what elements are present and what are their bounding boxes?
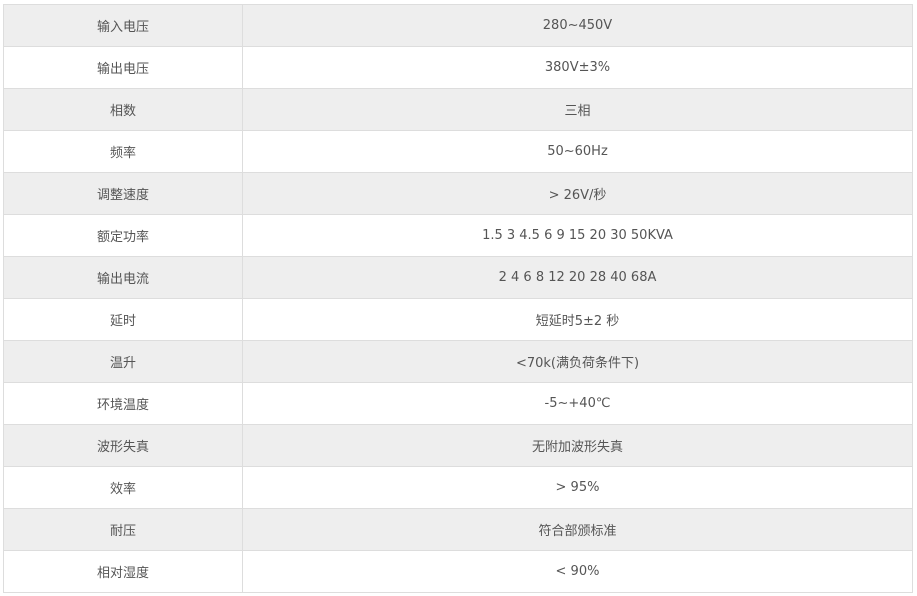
table-row: 延时 短延时5±2 秒	[3, 298, 913, 341]
table-row: 输入电压 280~450V	[3, 4, 913, 47]
table-row: 耐压 符合部颁标准	[3, 508, 913, 551]
spec-label: 环境温度	[3, 382, 243, 425]
spec-label: 输出电压	[3, 46, 243, 89]
spec-value: 280~450V	[242, 4, 913, 47]
spec-table: 输入电压 280~450V 输出电压 380V±3% 相数 三相 频率 50~60Hz 调整速度…	[3, 4, 913, 593]
spec-value: > 95%	[242, 466, 913, 509]
spec-value: 2 4 6 8 12 20 28 40 68A	[242, 256, 913, 299]
spec-table-body: 输入电压 280~450V 输出电压 380V±3% 相数 三相 频率 50~60Hz 调整速度…	[3, 4, 913, 593]
spec-value: < 90%	[242, 550, 913, 593]
table-row: 相对湿度 < 90%	[3, 550, 913, 593]
spec-label: 相数	[3, 88, 243, 131]
spec-label: 延时	[3, 298, 243, 341]
spec-label: 调整速度	[3, 172, 243, 215]
table-row: 输出电流 2 4 6 8 12 20 28 40 68A	[3, 256, 913, 299]
table-row: 额定功率 1.5 3 4.5 6 9 15 20 30 50KVA	[3, 214, 913, 257]
spec-label: 频率	[3, 130, 243, 173]
spec-value: 三相	[242, 88, 913, 131]
spec-label: 输入电压	[3, 4, 243, 47]
spec-value: 380V±3%	[242, 46, 913, 89]
table-row: 输出电压 380V±3%	[3, 46, 913, 89]
spec-label: 温升	[3, 340, 243, 383]
spec-label: 波形失真	[3, 424, 243, 467]
table-row: 波形失真 无附加波形失真	[3, 424, 913, 467]
spec-label: 相对湿度	[3, 550, 243, 593]
spec-label: 耐压	[3, 508, 243, 551]
spec-value: -5~+40℃	[242, 382, 913, 425]
table-row: 效率 > 95%	[3, 466, 913, 509]
spec-label: 输出电流	[3, 256, 243, 299]
spec-value: 短延时5±2 秒	[242, 298, 913, 341]
spec-value: > 26V/秒	[242, 172, 913, 215]
spec-label: 效率	[3, 466, 243, 509]
table-row: 温升 <70k(满负荷条件下)	[3, 340, 913, 383]
spec-value: 1.5 3 4.5 6 9 15 20 30 50KVA	[242, 214, 913, 257]
spec-label: 额定功率	[3, 214, 243, 257]
table-row: 频率 50~60Hz	[3, 130, 913, 173]
spec-value: <70k(满负荷条件下)	[242, 340, 913, 383]
spec-value: 50~60Hz	[242, 130, 913, 173]
table-row: 环境温度 -5~+40℃	[3, 382, 913, 425]
table-row: 相数 三相	[3, 88, 913, 131]
spec-value: 无附加波形失真	[242, 424, 913, 467]
table-row: 调整速度 > 26V/秒	[3, 172, 913, 215]
spec-value: 符合部颁标准	[242, 508, 913, 551]
